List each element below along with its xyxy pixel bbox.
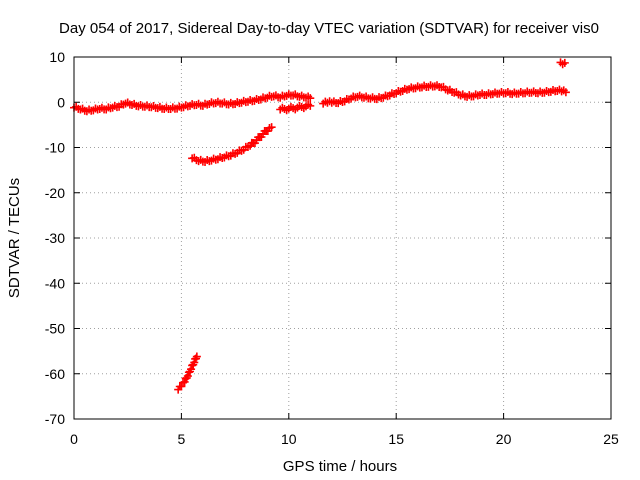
y-tick-label: -70	[45, 411, 65, 427]
data-point	[183, 372, 192, 381]
y-tick-label: -20	[45, 185, 65, 201]
data-point	[267, 123, 276, 132]
x-axis-label: GPS time / hours	[283, 458, 397, 475]
data-point	[560, 58, 569, 67]
grid	[74, 57, 611, 419]
y-tick-label: -30	[45, 230, 65, 246]
data-points	[70, 58, 570, 394]
x-tick-label: 10	[281, 431, 297, 447]
data-point	[306, 101, 315, 110]
x-tick-label: 15	[388, 431, 404, 447]
y-tick-label: 0	[57, 94, 65, 110]
y-tick-label: -10	[45, 140, 65, 156]
data-point	[306, 94, 315, 103]
y-tick-label: -40	[45, 275, 65, 291]
ticks: 0 5 10 15 20 25 10 0 -10 -20 -30 -40 -50 -60 -70	[45, 49, 619, 447]
x-tick-label: 0	[70, 431, 78, 447]
data-point	[561, 88, 570, 97]
x-tick-label: 25	[603, 431, 619, 447]
data-point	[187, 365, 196, 374]
data-point	[177, 382, 186, 391]
data-point	[192, 352, 201, 361]
x-tick-label: 5	[178, 431, 186, 447]
y-tick-label: -60	[45, 366, 65, 382]
y-tick-label: -50	[45, 321, 65, 337]
y-axis-label: SDTVAR / TECUs	[6, 178, 23, 298]
x-tick-label: 20	[496, 431, 512, 447]
y-tick-label: 10	[49, 49, 65, 65]
chart-title: Day 054 of 2017, Sidereal Day-to-day VTE…	[59, 20, 599, 37]
